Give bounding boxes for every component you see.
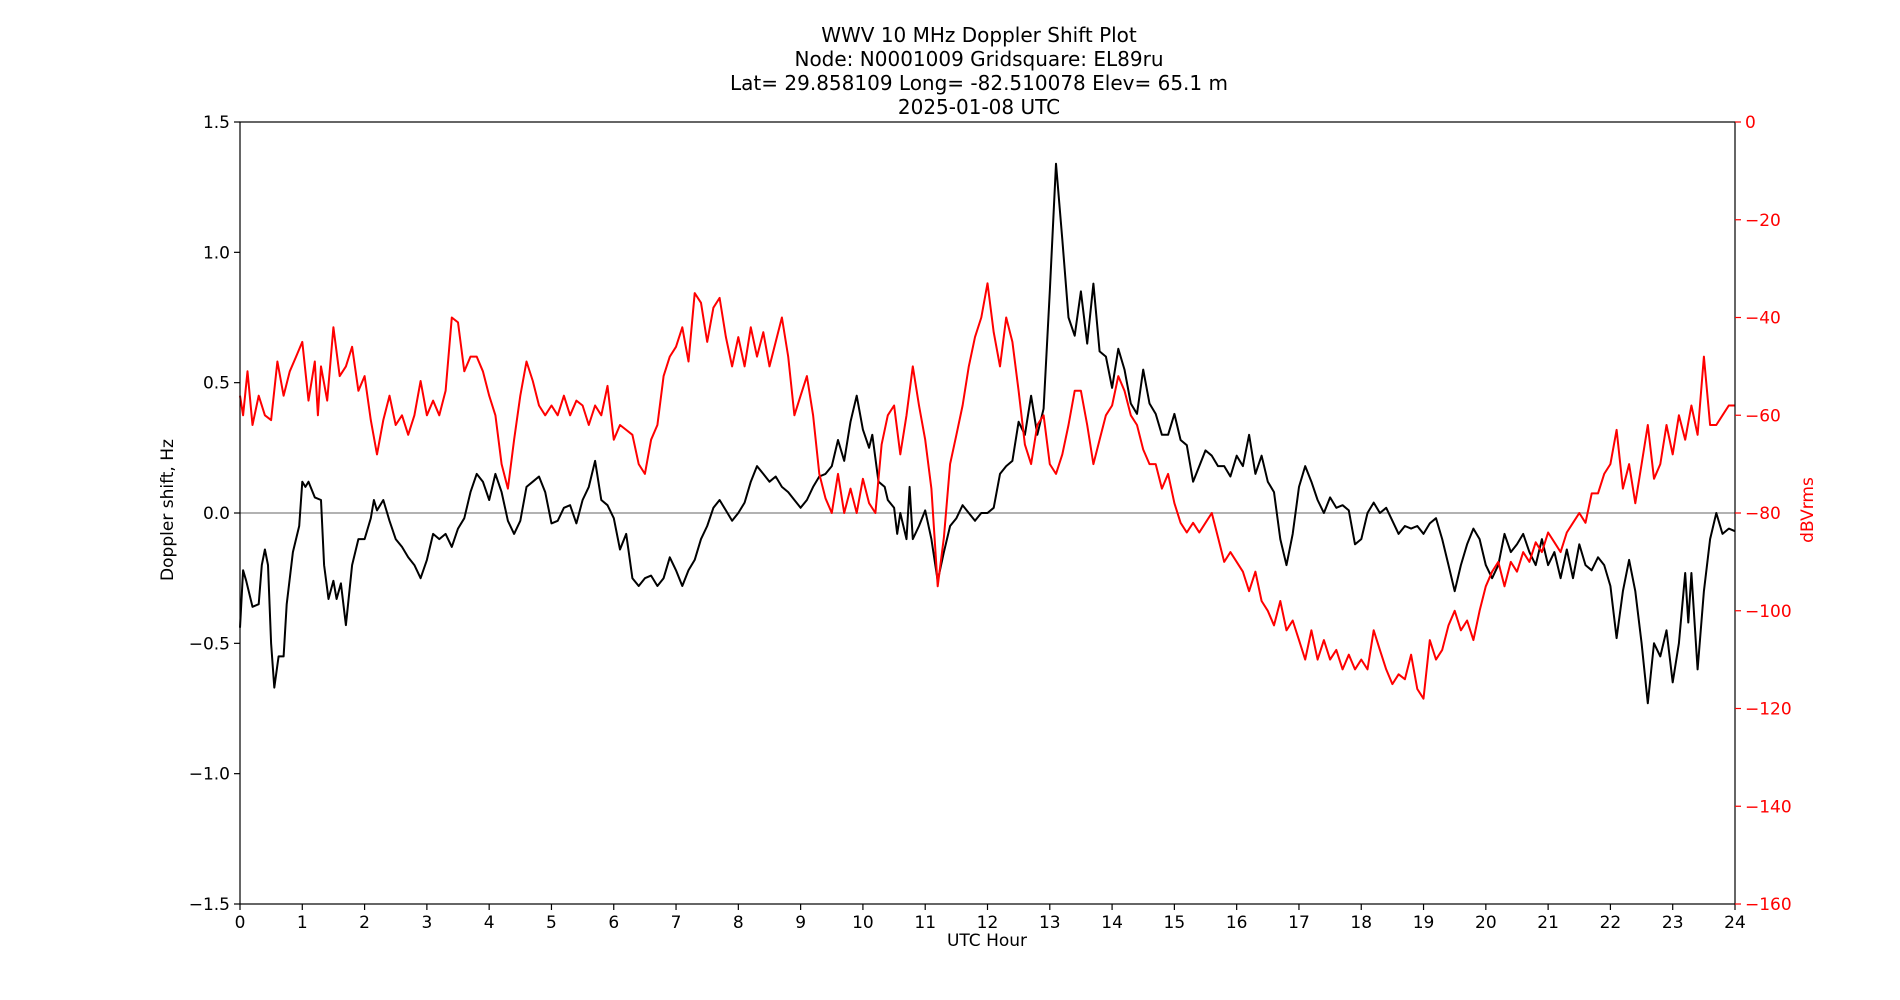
title-line-4: 2025-01-08 UTC bbox=[898, 95, 1060, 119]
y2-axis-label: dBVrms bbox=[1798, 477, 1818, 543]
x-tick-label: 11 bbox=[914, 913, 936, 933]
y2-tick-label: −60 bbox=[1745, 406, 1781, 426]
y-tick-label: 1.5 bbox=[203, 113, 230, 133]
x-tick-label: 19 bbox=[1413, 913, 1435, 933]
x-tick-label: 16 bbox=[1226, 913, 1248, 933]
x-tick-label: 0 bbox=[235, 913, 246, 933]
x-tick-label: 18 bbox=[1350, 913, 1372, 933]
x-tick-label: 8 bbox=[733, 913, 744, 933]
title-line-2: Node: N0001009 Gridsquare: EL89ru bbox=[794, 47, 1163, 71]
x-tick-label: 22 bbox=[1600, 913, 1622, 933]
doppler-series-line bbox=[239, 162, 1736, 705]
power-series-line bbox=[239, 282, 1735, 700]
title-line-1: WWV 10 MHz Doppler Shift Plot bbox=[821, 23, 1137, 47]
y2-tick-label: −160 bbox=[1745, 895, 1792, 915]
x-tick-label: 21 bbox=[1537, 913, 1559, 933]
y2-tick-label: −140 bbox=[1745, 797, 1792, 817]
chart-title: WWV 10 MHz Doppler Shift Plot Node: N000… bbox=[730, 23, 1228, 119]
y-axis-left: 1.5 1.0 0.5 0.0 −0.5 −1.0 −1.5 bbox=[189, 113, 240, 915]
x-tick-label: 12 bbox=[977, 913, 999, 933]
x-tick-label: 3 bbox=[421, 913, 432, 933]
y2-tick-label: 0 bbox=[1745, 113, 1756, 133]
x-tick-label: 9 bbox=[795, 913, 806, 933]
y-tick-label: 1.0 bbox=[203, 243, 230, 263]
x-tick-label: 20 bbox=[1475, 913, 1497, 933]
y-tick-label: −1.0 bbox=[189, 765, 230, 785]
x-axis-label: UTC Hour bbox=[947, 931, 1027, 951]
y2-tick-label: −80 bbox=[1745, 504, 1781, 524]
x-tick-label: 6 bbox=[608, 913, 619, 933]
x-tick-label: 4 bbox=[484, 913, 495, 933]
y-axis-label: Doppler shift, Hz bbox=[158, 439, 178, 581]
y-axis-right: 0 −20 −40 −60 −80 −100 −120 −140 −160 bbox=[1735, 113, 1792, 915]
x-tick-label: 17 bbox=[1288, 913, 1310, 933]
title-line-3: Lat= 29.858109 Long= -82.510078 Elev= 65… bbox=[730, 71, 1228, 95]
x-axis: 0 1 2 3 4 5 6 7 8 9 10 11 12 13 14 15 16 17 18 19 20 21 22 23 24 bbox=[235, 904, 1746, 933]
x-tick-label: 14 bbox=[1101, 913, 1123, 933]
x-tick-label: 2 bbox=[359, 913, 370, 933]
y2-tick-label: −100 bbox=[1745, 602, 1792, 622]
x-tick-label: 1 bbox=[297, 913, 308, 933]
x-tick-label: 24 bbox=[1724, 913, 1746, 933]
y-tick-label: −1.5 bbox=[189, 895, 230, 915]
y-tick-label: −0.5 bbox=[189, 634, 230, 654]
x-tick-label: 13 bbox=[1039, 913, 1061, 933]
y-tick-label: 0.5 bbox=[203, 374, 230, 394]
series-group bbox=[239, 162, 1736, 705]
y2-tick-label: −120 bbox=[1745, 700, 1792, 720]
x-tick-label: 5 bbox=[546, 913, 557, 933]
x-tick-label: 15 bbox=[1164, 913, 1186, 933]
y2-tick-label: −20 bbox=[1745, 211, 1781, 231]
y2-tick-label: −40 bbox=[1745, 309, 1781, 329]
y-tick-label: 0.0 bbox=[203, 504, 230, 524]
x-tick-label: 7 bbox=[671, 913, 682, 933]
x-tick-label: 23 bbox=[1662, 913, 1684, 933]
x-tick-label: 10 bbox=[852, 913, 874, 933]
